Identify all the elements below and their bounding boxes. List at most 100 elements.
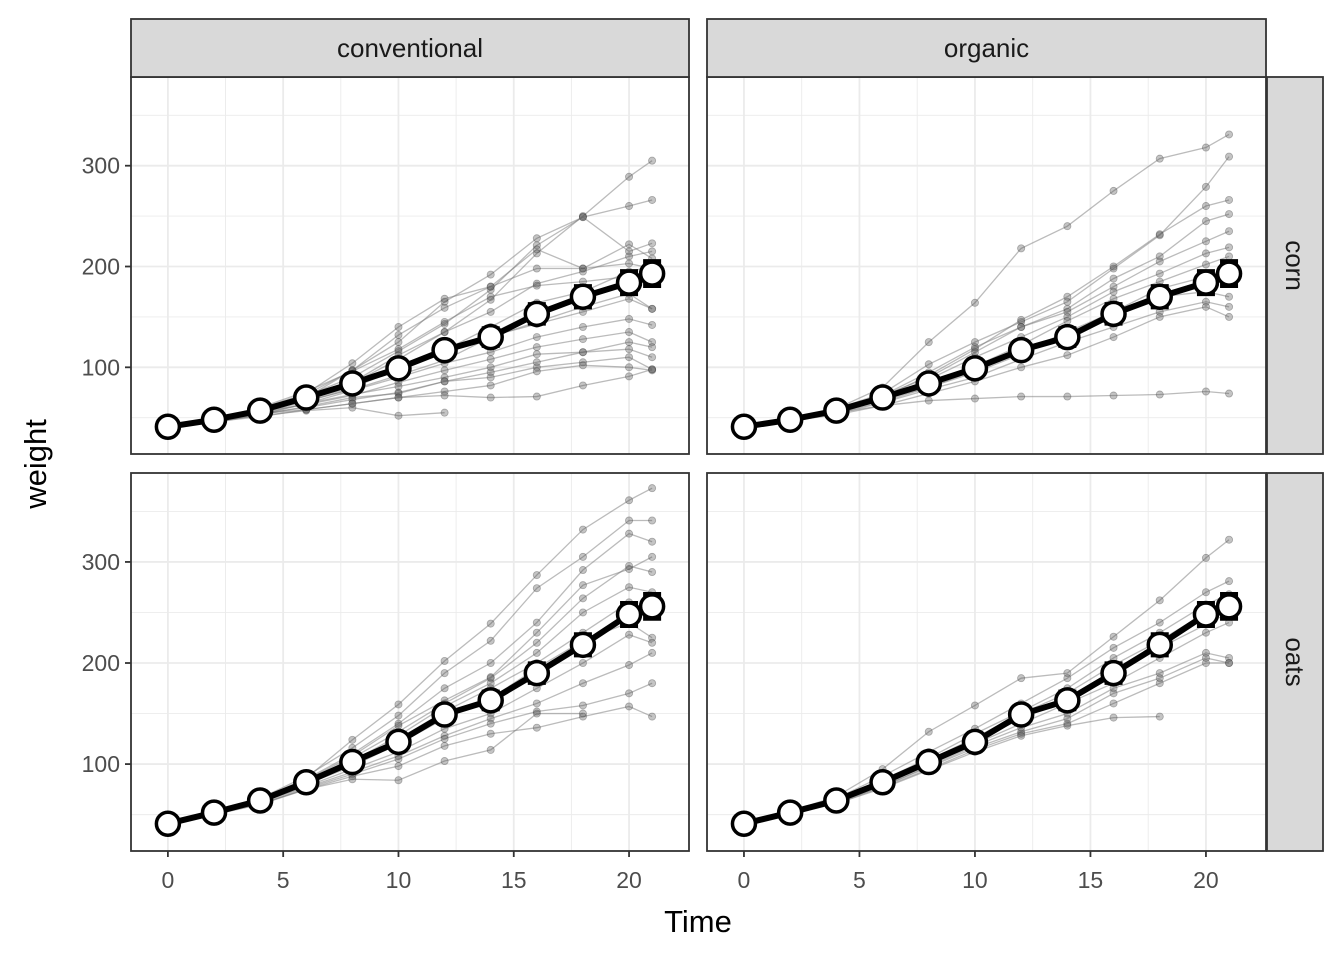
individual-point: [648, 568, 657, 577]
individual-point: [578, 335, 587, 344]
individual-point: [440, 757, 449, 766]
individual-point: [970, 338, 979, 347]
individual-point: [1109, 689, 1118, 698]
individual-point: [1225, 210, 1234, 219]
individual-point: [625, 240, 634, 249]
individual-point: [1201, 628, 1210, 637]
mean-point: [477, 323, 504, 351]
individual-point: [394, 345, 403, 354]
individual-point: [486, 674, 495, 683]
individual-point: [440, 294, 449, 303]
individual-point: [578, 608, 587, 617]
individual-point: [1063, 292, 1072, 301]
individual-point: [625, 202, 634, 211]
individual-point: [970, 298, 979, 307]
individual-point: [924, 727, 933, 736]
mean-point: [776, 406, 804, 433]
individual-point: [578, 679, 587, 688]
individual-point: [1063, 297, 1072, 306]
individual-point: [440, 656, 449, 665]
individual-point: [648, 195, 657, 204]
individual-point: [440, 328, 449, 337]
y-tick-label: 300: [82, 549, 120, 575]
individual-point: [440, 377, 449, 386]
mean-point: [915, 748, 943, 776]
individual-point: [486, 363, 495, 372]
individual-point: [648, 484, 657, 493]
individual-point: [348, 359, 357, 368]
mean-point: [638, 260, 666, 287]
x-tick-label: 0: [161, 867, 174, 893]
individual-point: [648, 638, 657, 647]
individual-point: [532, 723, 541, 732]
individual-point: [648, 712, 657, 721]
y-axis-title: weight: [18, 419, 53, 510]
individual-point: [532, 709, 541, 718]
individual-point: [486, 659, 495, 668]
individual-point: [1201, 387, 1210, 396]
mean-point: [569, 283, 597, 310]
individual-point: [1225, 243, 1234, 252]
individual-point: [394, 331, 403, 340]
mean-point: [523, 300, 551, 328]
x-tick-label: 20: [1193, 867, 1219, 893]
individual-point: [532, 648, 541, 657]
individual-point: [1201, 237, 1210, 246]
individual-point: [578, 552, 587, 561]
individual-point: [648, 156, 657, 165]
mean-point: [638, 593, 666, 620]
individual-point: [440, 684, 449, 693]
individual-point: [1063, 316, 1072, 325]
individual-point: [1225, 389, 1234, 398]
y-tick-label: 200: [82, 254, 120, 280]
mean-point: [615, 601, 643, 628]
individual-point: [532, 584, 541, 593]
strip-label-oats: oats: [1280, 637, 1310, 686]
individual-point: [394, 711, 403, 720]
individual-point: [486, 381, 495, 390]
individual-point: [1201, 588, 1210, 597]
mean-point: [523, 659, 551, 687]
mean-point: [1192, 269, 1220, 296]
individual-point: [625, 314, 634, 323]
individual-point: [1109, 643, 1118, 652]
mean-point: [1100, 659, 1127, 687]
individual-point: [625, 172, 634, 181]
individual-point: [486, 636, 495, 645]
individual-point: [924, 360, 933, 369]
individual-point: [648, 537, 657, 546]
y-tick-label: 100: [82, 751, 120, 777]
mean-point: [1215, 593, 1243, 620]
individual-point: [1109, 391, 1118, 400]
individual-point: [1155, 618, 1164, 627]
individual-point: [1063, 714, 1072, 723]
individual-point: [1155, 257, 1164, 266]
individual-point: [625, 702, 634, 711]
individual-point: [578, 322, 587, 331]
individual-point: [578, 381, 587, 390]
individual-point: [1225, 195, 1234, 204]
individual-point: [1201, 648, 1210, 657]
individual-point: [532, 628, 541, 637]
mean-point: [339, 748, 366, 776]
panel-background: [131, 473, 689, 851]
individual-point: [394, 776, 403, 785]
individual-point: [625, 338, 634, 347]
individual-point: [1155, 154, 1164, 163]
individual-point: [625, 561, 634, 570]
individual-point: [578, 566, 587, 575]
individual-point: [625, 529, 634, 538]
mean-point: [246, 787, 274, 814]
individual-point: [1201, 249, 1210, 258]
individual-point: [970, 343, 979, 352]
mean-point: [1192, 601, 1220, 628]
individual-point: [625, 259, 634, 268]
individual-point: [1201, 297, 1210, 306]
individual-point: [440, 741, 449, 750]
individual-point: [1201, 659, 1210, 668]
individual-point: [1155, 312, 1164, 321]
individual-point: [532, 333, 541, 342]
individual-point: [1225, 252, 1234, 261]
y-tick-label: 100: [82, 354, 120, 380]
mean-point: [730, 413, 758, 441]
